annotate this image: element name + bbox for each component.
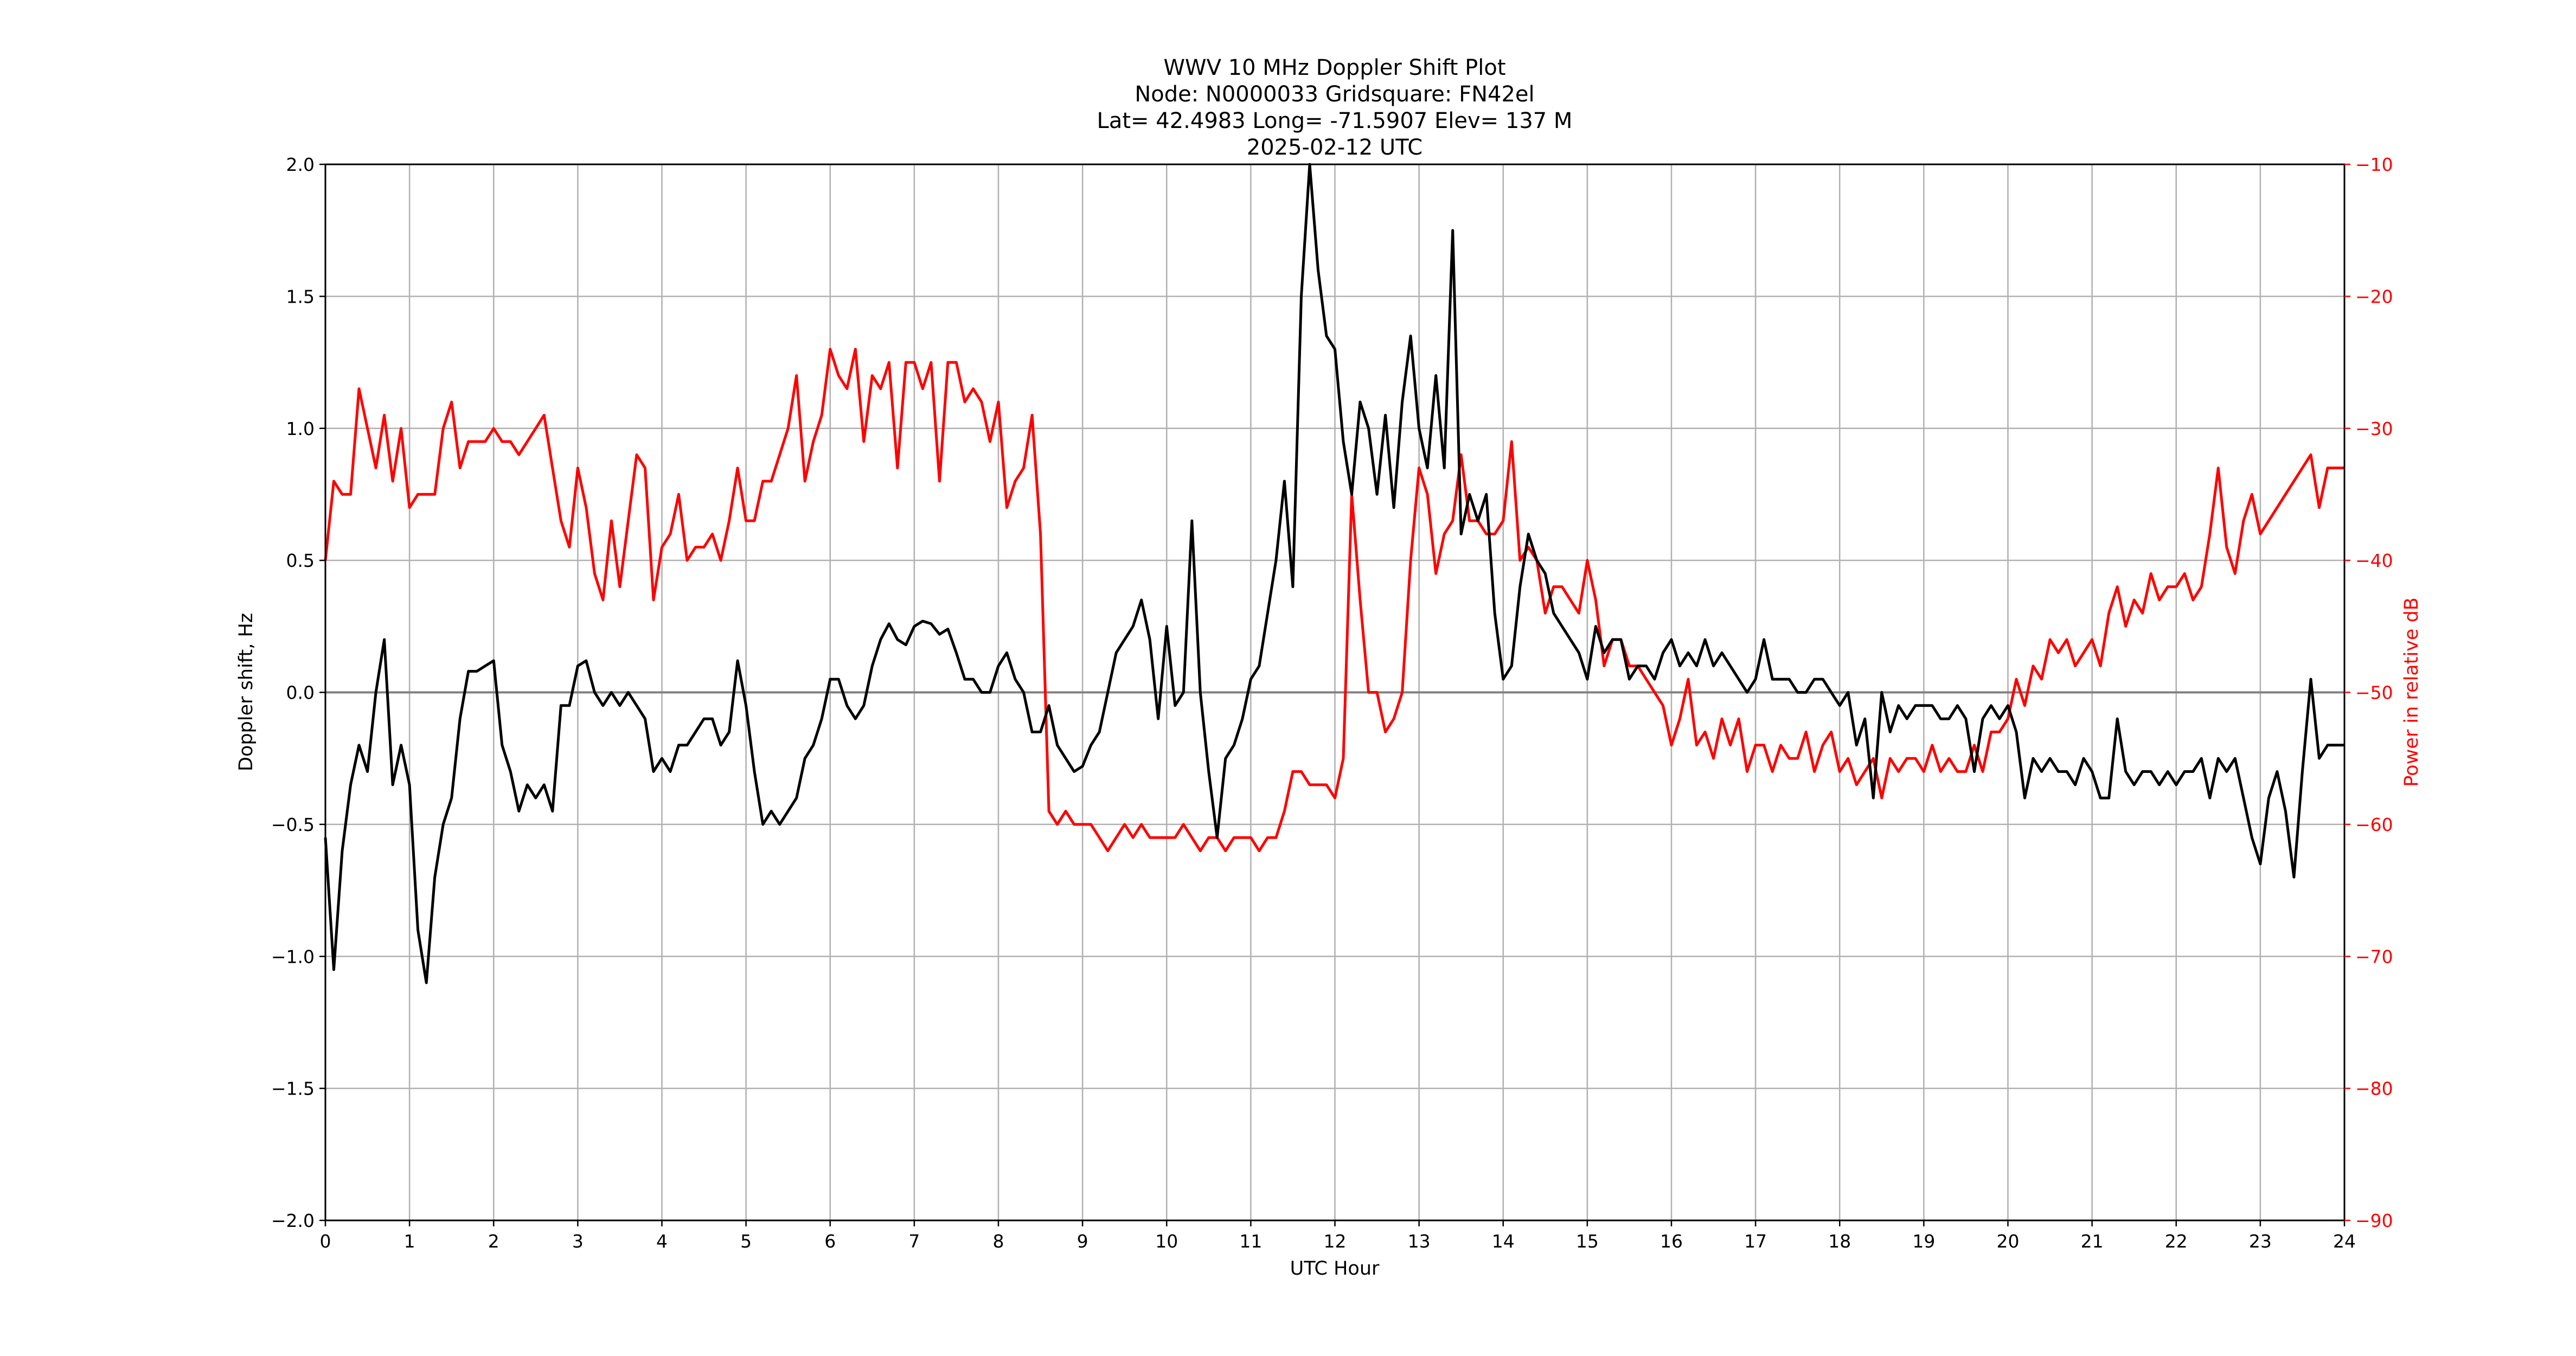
chart-subtitle-location: Lat= 42.4983 Long= -71.5907 Elev= 137 M <box>1097 108 1573 133</box>
x-tick-label: 22 <box>2165 1231 2188 1252</box>
x-tick-label: 6 <box>824 1231 836 1252</box>
y2-tick-label: −70 <box>2355 946 2393 967</box>
y-tick-label: −1.5 <box>271 1078 315 1099</box>
x-tick-label: 3 <box>572 1231 584 1252</box>
x-tick-label: 10 <box>1155 1231 1178 1252</box>
x-tick-label: 4 <box>656 1231 668 1252</box>
y2-tick-label: −40 <box>2355 550 2393 571</box>
x-tick-label: 8 <box>993 1231 1004 1252</box>
y2-tick-label: −30 <box>2355 418 2393 439</box>
x-tick-label: 18 <box>1828 1231 1851 1252</box>
x-tick-label: 19 <box>1912 1231 1935 1252</box>
x-tick-label: 14 <box>1492 1231 1515 1252</box>
y2-tick-label: −60 <box>2355 814 2393 835</box>
x-tick-label: 16 <box>1660 1231 1683 1252</box>
x-axis-label: UTC Hour <box>1290 1258 1380 1280</box>
y2-tick-label: −10 <box>2355 154 2393 175</box>
x-tick-label: 11 <box>1239 1231 1262 1252</box>
series-group <box>324 163 2344 984</box>
y-tick-label: −0.5 <box>271 814 315 835</box>
doppler-series-line <box>324 163 2344 984</box>
y-tick-label: 2.0 <box>286 154 315 175</box>
x-tick-label: 13 <box>1408 1231 1431 1252</box>
chart-subtitle-date: 2025-02-12 UTC <box>1247 135 1422 160</box>
y2-tick-label: −90 <box>2355 1210 2393 1231</box>
ticks: 0 1 2 3 4 5 6 7 8 9 10 11 12 13 14 15 16 17 18 19 20 21 22 23 24… <box>271 154 2393 1252</box>
chart-subtitle-node: Node: N0000033 Gridsquare: FN42el <box>1135 82 1534 107</box>
y-tick-label: −1.0 <box>271 946 315 967</box>
x-tick-label: 2 <box>488 1231 499 1252</box>
x-tick-label: 21 <box>2081 1231 2104 1252</box>
x-tick-label: 7 <box>908 1231 920 1252</box>
y-axis-label: Doppler shift, Hz <box>235 613 257 771</box>
x-tick-label: 24 <box>2333 1231 2356 1252</box>
y-tick-label: 1.5 <box>286 286 315 307</box>
y-tick-label: 1.0 <box>286 418 315 439</box>
x-tick-label: 0 <box>320 1231 331 1252</box>
x-tick-label: 17 <box>1744 1231 1767 1252</box>
y-tick-label: 0.0 <box>286 682 315 703</box>
y2-axis-label: Power in relative dB <box>2401 597 2423 786</box>
power-series-line <box>324 348 2344 853</box>
y2-tick-label: −80 <box>2355 1078 2393 1099</box>
chart-title: WWV 10 MHz Doppler Shift Plot <box>1163 55 1505 80</box>
x-tick-label: 1 <box>404 1231 415 1252</box>
x-tick-label: 9 <box>1077 1231 1088 1252</box>
x-tick-label: 15 <box>1576 1231 1599 1252</box>
x-tick-label: 5 <box>740 1231 752 1252</box>
x-tick-label: 12 <box>1324 1231 1347 1252</box>
y-tick-label: 0.5 <box>286 550 315 571</box>
y2-tick-label: −50 <box>2355 682 2393 703</box>
y-tick-label: −2.0 <box>271 1210 315 1231</box>
x-tick-label: 23 <box>2249 1231 2272 1252</box>
y2-tick-label: −20 <box>2355 286 2393 307</box>
x-tick-label: 20 <box>1997 1231 2020 1252</box>
